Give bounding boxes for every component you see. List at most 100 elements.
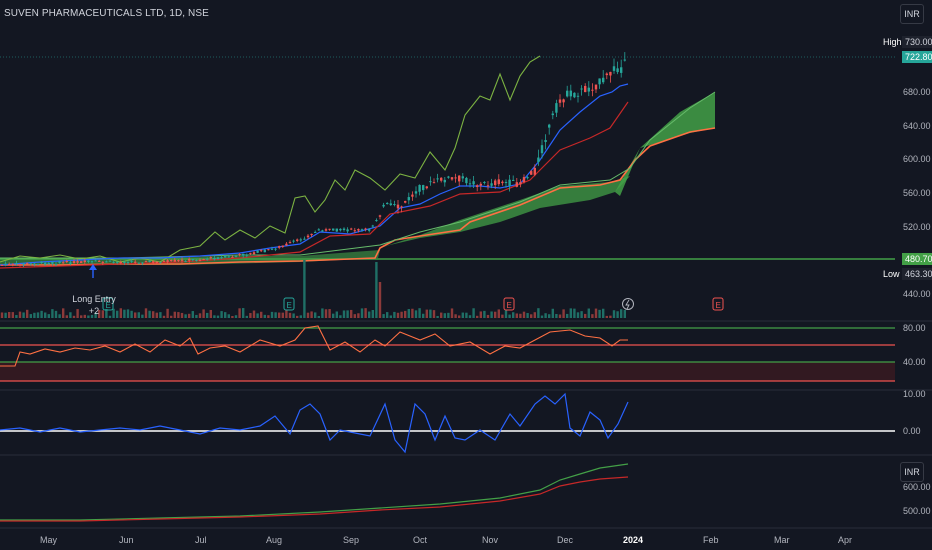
candle-body	[44, 262, 47, 265]
volume-bar	[116, 310, 119, 318]
candle-body	[220, 257, 223, 259]
candle-body	[357, 229, 360, 231]
volume-bar	[440, 312, 443, 318]
candle-body	[281, 245, 284, 247]
candle-body	[98, 260, 101, 262]
candle-body	[526, 177, 529, 179]
volume-bar	[90, 314, 94, 318]
volume-bar	[537, 308, 540, 318]
candle-body	[148, 260, 151, 263]
candle-body	[83, 260, 86, 263]
volume-bar	[209, 309, 212, 318]
level-price-tag: 480.70	[902, 253, 932, 265]
volume-bar	[220, 311, 223, 318]
candle-body	[184, 261, 187, 263]
volume-bar	[173, 311, 176, 318]
volume-bar	[378, 282, 382, 318]
volume-bar	[335, 311, 338, 318]
candle-body	[245, 254, 248, 256]
momentum-tick: 10.00	[903, 389, 926, 399]
volume-bar	[285, 310, 288, 318]
candle-body	[598, 78, 601, 85]
volume-bar	[594, 308, 598, 318]
volume-bar	[533, 312, 536, 318]
candle-body	[249, 252, 252, 254]
candle-body	[4, 263, 7, 265]
candle-body	[476, 185, 479, 188]
rsi-tick: 40.00	[903, 357, 926, 367]
volume-bar	[519, 313, 522, 318]
candle-body	[278, 246, 281, 248]
volume-bar	[227, 314, 230, 318]
svg-text:E: E	[287, 301, 292, 310]
volume-bar	[80, 315, 83, 318]
last-price-tag: 722.80	[902, 51, 932, 63]
volume-bar	[177, 312, 180, 318]
volume-bar	[357, 313, 360, 318]
candle-body	[594, 84, 598, 90]
candle-body	[213, 257, 216, 260]
svg-text:E: E	[507, 301, 512, 310]
candle-body	[108, 260, 112, 262]
volume-bar	[263, 314, 266, 318]
volume-bar	[612, 310, 616, 318]
candle-body	[562, 99, 565, 103]
candle-body	[555, 103, 558, 113]
volume-bar	[350, 309, 353, 318]
chart-title: SUVEN PHARMACEUTICALS LTD, 1D, NSE	[4, 8, 209, 19]
candle-body	[152, 261, 155, 263]
event-marker-earnings: E	[503, 297, 515, 311]
volume-bar	[8, 312, 11, 318]
candle-body	[123, 261, 126, 264]
candle-body	[195, 260, 198, 262]
candle-body	[51, 261, 54, 264]
volume-bar	[213, 315, 216, 318]
low-tag-label: Low	[880, 268, 903, 280]
candle-body	[72, 261, 76, 264]
volume-bar	[47, 314, 50, 318]
volume-bar	[458, 315, 461, 318]
candle-body	[260, 250, 263, 252]
candle-body	[317, 229, 320, 231]
candle-body	[494, 180, 497, 186]
candle-body	[346, 229, 349, 232]
candle-body	[299, 239, 302, 241]
volume-bar	[609, 315, 612, 318]
candle-body	[612, 66, 616, 71]
volume-bar	[101, 310, 104, 318]
x-axis-label: 2024	[623, 535, 644, 545]
event-marker-earnings: E	[283, 297, 295, 311]
volume-bar	[137, 312, 140, 318]
candle-body	[458, 175, 461, 182]
candle-body	[558, 99, 562, 103]
candle-body	[126, 262, 130, 264]
volume-bar	[364, 308, 367, 318]
volume-bar	[40, 310, 43, 318]
currency-button[interactable]: INR	[900, 4, 924, 24]
candle-body	[393, 204, 396, 206]
volume-bar	[616, 311, 619, 318]
bottom-red-line	[0, 476, 629, 522]
volume-bar	[18, 311, 22, 318]
volume-bar	[587, 308, 590, 318]
candle-body	[332, 228, 335, 231]
candle-body	[267, 249, 270, 251]
volume-bar	[353, 314, 356, 318]
volume-bar	[461, 312, 464, 318]
candle-body	[587, 87, 590, 92]
volume-bar	[540, 315, 544, 318]
candle-body	[490, 183, 493, 186]
candle-body	[155, 261, 158, 263]
candle-body	[407, 197, 410, 201]
candle-body	[252, 252, 256, 255]
currency-button-bottom[interactable]: INR	[900, 462, 924, 482]
volume-bar	[314, 312, 317, 318]
candle-body	[0, 264, 4, 266]
volume-bar	[144, 308, 148, 318]
candle-body	[227, 256, 230, 258]
volume-bar	[267, 315, 270, 318]
volume-bar	[310, 311, 313, 318]
volume-bar	[566, 313, 569, 318]
candle-body	[11, 263, 14, 266]
